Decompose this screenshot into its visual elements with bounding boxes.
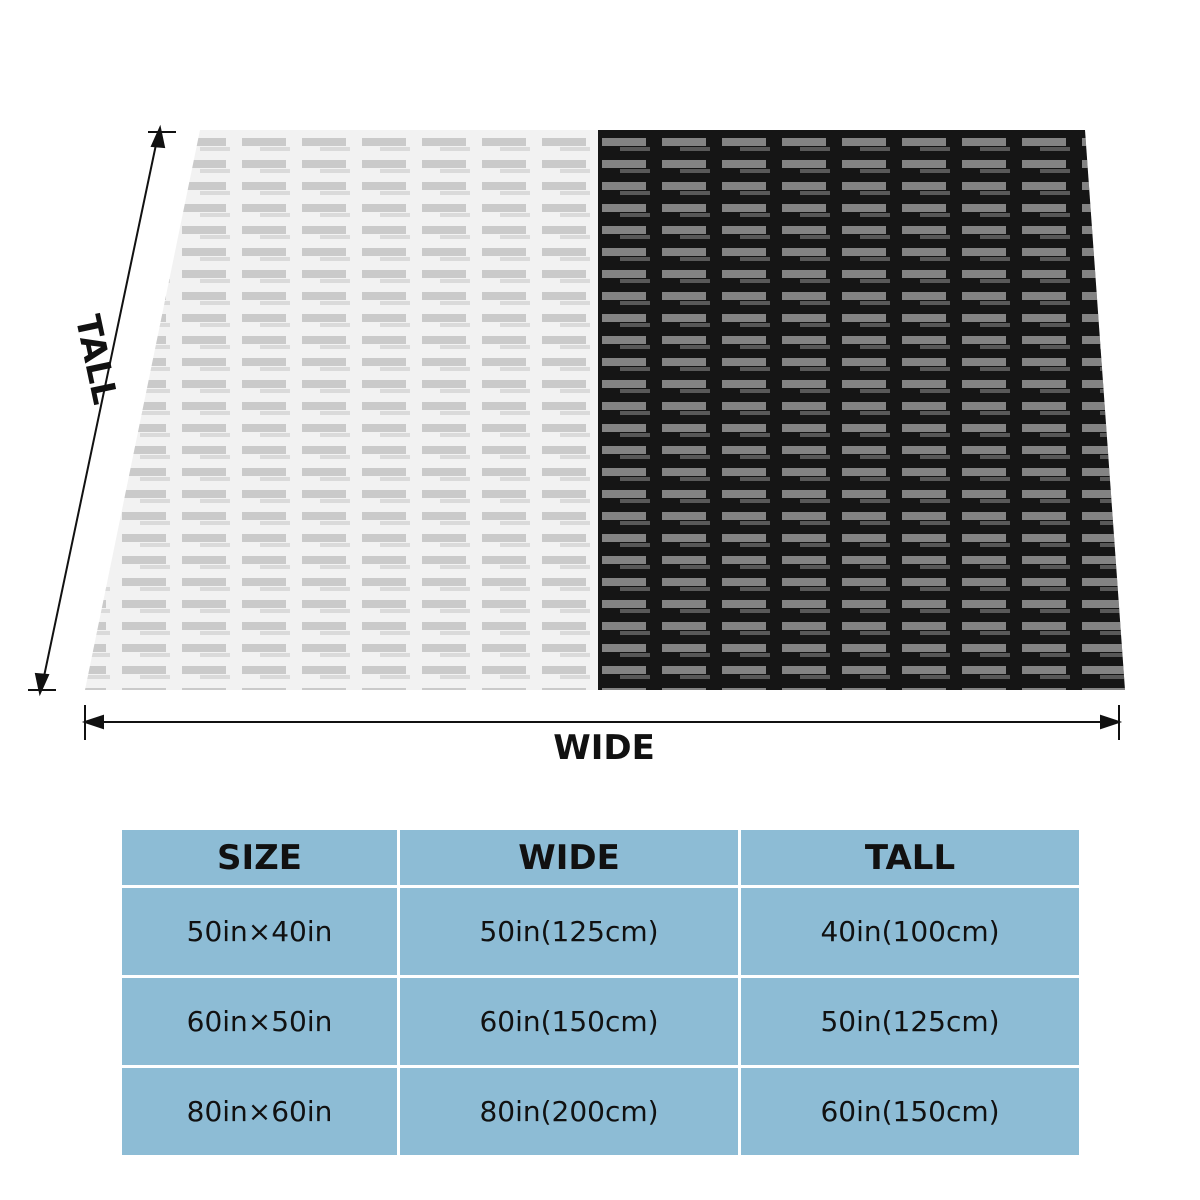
cell: 60in(150cm) bbox=[741, 1068, 1079, 1155]
wide-label: WIDE bbox=[553, 728, 655, 768]
cell: 80in(200cm) bbox=[400, 1068, 739, 1155]
cell: 50in×40in bbox=[122, 888, 398, 975]
header-cell: TALL bbox=[741, 830, 1079, 885]
wide-arrow bbox=[81, 705, 1123, 740]
cell: 50in(125cm) bbox=[400, 888, 739, 975]
cell: 40in(100cm) bbox=[741, 888, 1079, 975]
cell: 80in×60in bbox=[122, 1068, 398, 1155]
table-row: SIZE WIDE TALL bbox=[122, 830, 1079, 885]
size-table: SIZE WIDE TALL 50in×40in 50in(125cm) 40in(100… bbox=[119, 827, 1082, 1158]
header-cell: SIZE bbox=[122, 830, 398, 885]
table-row: 80in×60in 80in(200cm) 60in(150cm) bbox=[122, 1068, 1079, 1155]
cell: 50in(125cm) bbox=[741, 978, 1079, 1065]
tall-arrow bbox=[28, 124, 176, 697]
table-row: 60in×50in 60in(150cm) 50in(125cm) bbox=[122, 978, 1079, 1065]
tall-label: TALL bbox=[67, 311, 125, 408]
cell: 60in(150cm) bbox=[400, 978, 739, 1065]
blanket-figure: TALL WIDE bbox=[28, 124, 1125, 768]
blanket bbox=[85, 130, 1125, 690]
header-cell: WIDE bbox=[400, 830, 739, 885]
cell: 60in×50in bbox=[122, 978, 398, 1065]
table-row: 50in×40in 50in(125cm) 40in(100cm) bbox=[122, 888, 1079, 975]
